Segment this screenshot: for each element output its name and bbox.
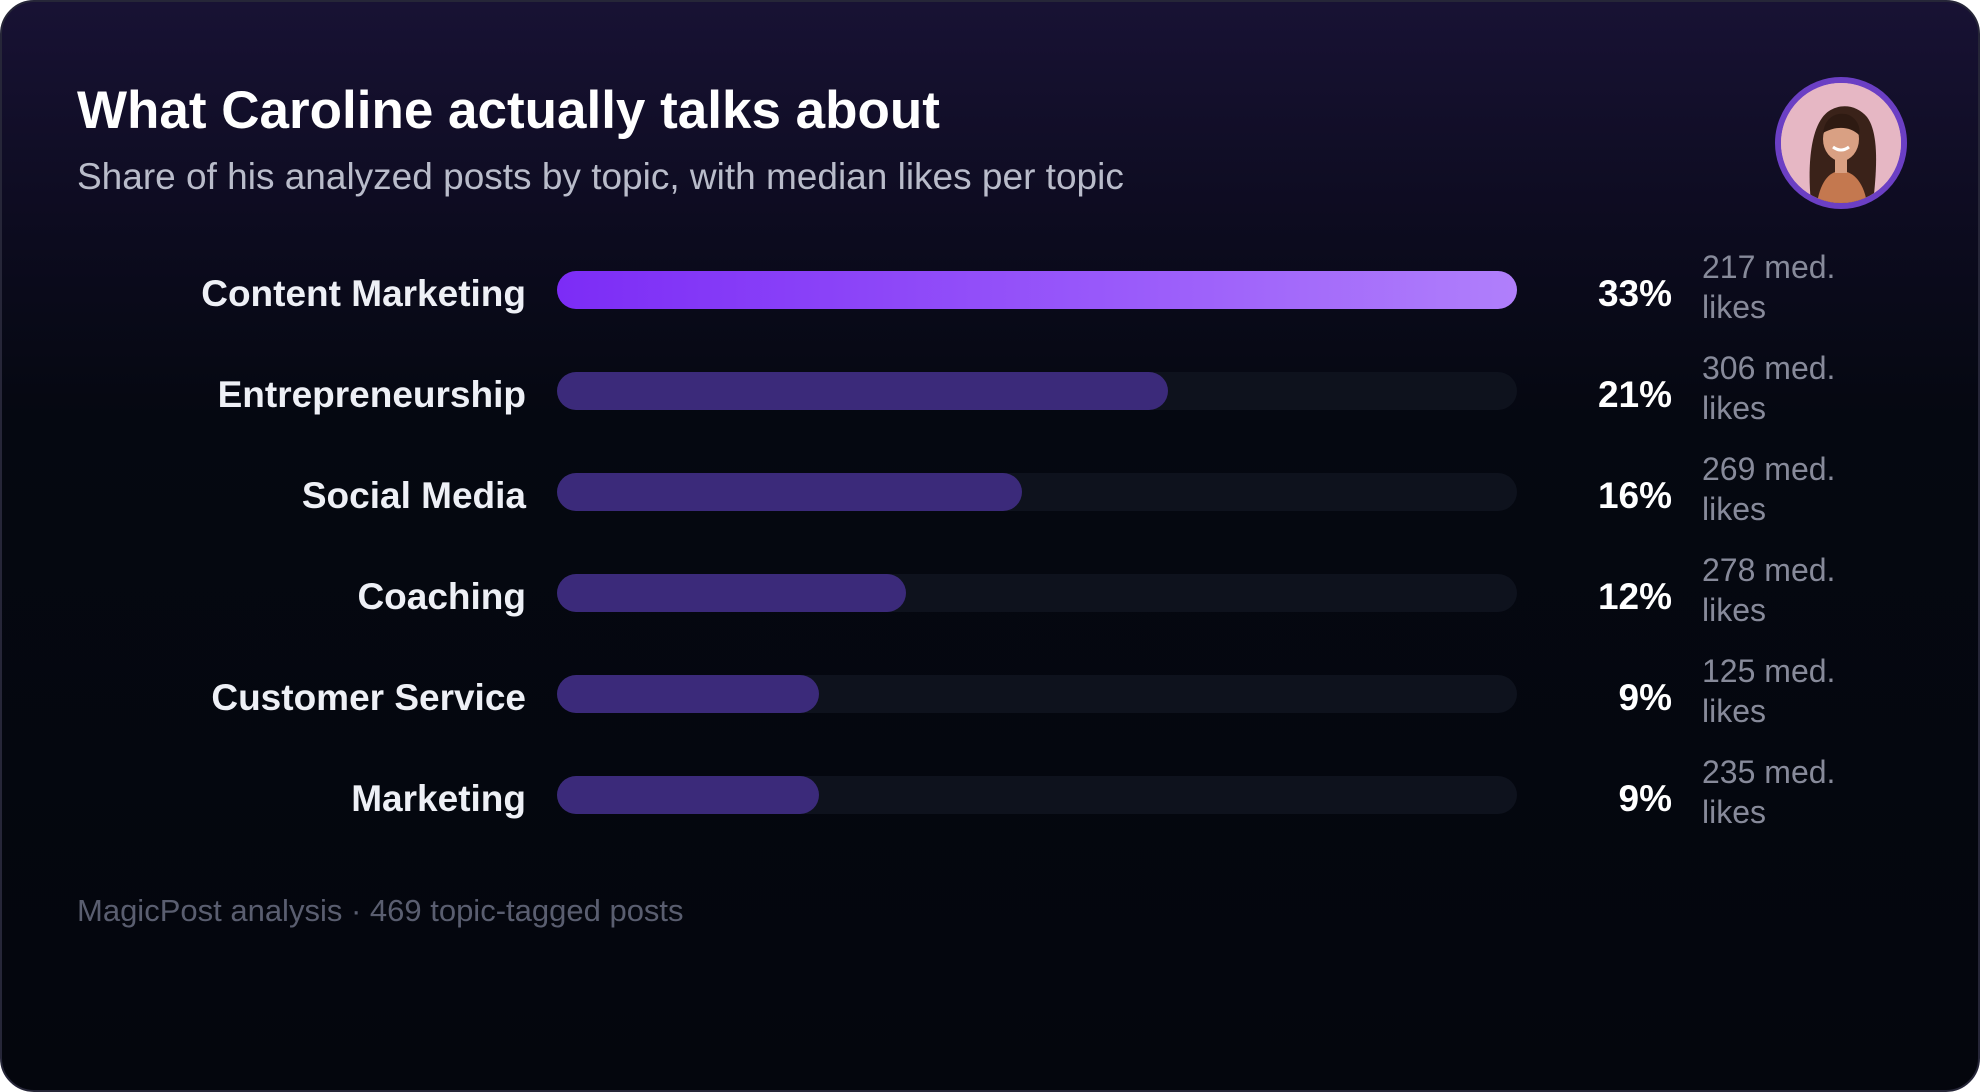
median-likes-label: 125 med. likes: [1702, 653, 1836, 729]
bar: [557, 776, 819, 814]
avatar-portrait-icon: [1781, 83, 1901, 203]
bar-row: Customer Service 9% 125 med. likes: [2, 648, 1978, 750]
category-label: Customer Service: [211, 677, 526, 718]
bar: [557, 574, 906, 612]
median-likes-label: 217 med. likes: [1702, 249, 1836, 325]
bar: [557, 675, 819, 713]
category-label: Content Marketing: [201, 273, 526, 314]
bar-track: [557, 776, 1517, 814]
bar-row: Entrepreneurship 21% 306 med. likes: [2, 345, 1978, 447]
median-likes-label: 278 med. likes: [1702, 552, 1836, 628]
percent-label: 9%: [1618, 778, 1672, 819]
bar: [557, 372, 1168, 410]
bar-track: [557, 271, 1517, 309]
bar-row: Marketing 9% 235 med. likes: [2, 749, 1978, 851]
bar: [557, 473, 1022, 511]
median-likes-label: 306 med. likes: [1702, 350, 1836, 426]
percent-label: 33%: [1597, 273, 1672, 314]
percent-label: 12%: [1597, 576, 1672, 617]
bar-track: [557, 675, 1517, 713]
bar-track: [557, 473, 1517, 511]
percent-label: 21%: [1597, 374, 1672, 415]
bar-row: Coaching 12% 278 med. likes: [2, 547, 1978, 649]
category-label: Entrepreneurship: [217, 374, 526, 415]
bar-track: [557, 574, 1517, 612]
chart-subtitle: Share of his analyzed posts by topic, wi…: [77, 156, 1124, 197]
median-likes-label: 235 med. likes: [1702, 754, 1836, 830]
category-label: Coaching: [357, 576, 526, 617]
percent-label: 16%: [1597, 475, 1672, 516]
median-likes-label: 269 med. likes: [1702, 451, 1836, 527]
bar-row: Content Marketing 33% 217 med. likes: [2, 244, 1978, 346]
chart-title: What Caroline actually talks about: [77, 81, 940, 140]
avatar: [1775, 77, 1907, 209]
bar-track: [557, 372, 1517, 410]
percent-label: 9%: [1618, 677, 1672, 718]
bar-row: Social Media 16% 269 med. likes: [2, 446, 1978, 548]
category-label: Social Media: [301, 475, 526, 516]
bar: [557, 271, 1517, 309]
category-label: Marketing: [351, 778, 526, 819]
source-note: MagicPost analysis · 469 topic-tagged po…: [77, 893, 684, 928]
